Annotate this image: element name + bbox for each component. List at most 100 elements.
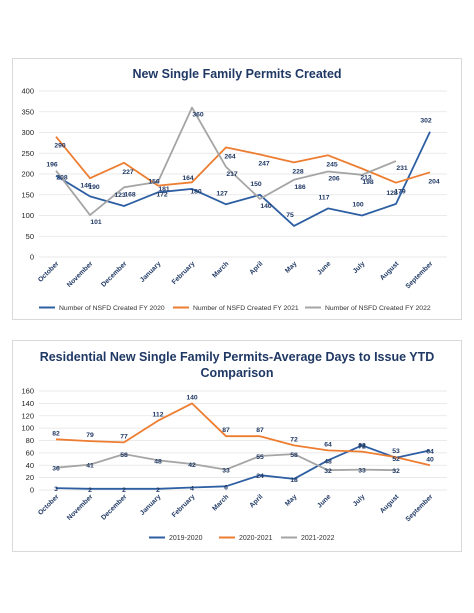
y-tick-label: 50 — [26, 232, 34, 241]
data-label: 18 — [290, 477, 298, 484]
x-tick-label: February — [171, 260, 197, 286]
x-tick-label: September — [405, 260, 435, 290]
chart-title: New Single Family Permits Created — [132, 67, 342, 81]
data-label: 112 — [153, 412, 164, 419]
data-label: 24 — [256, 473, 264, 480]
data-label: 123 — [114, 192, 126, 199]
data-label: 40 — [426, 456, 434, 463]
data-label: 77 — [120, 433, 128, 440]
y-tick-label: 0 — [30, 253, 34, 262]
data-label: 140 — [186, 394, 198, 401]
legend-label: 2020-2021 — [239, 535, 273, 542]
data-label: 186 — [294, 184, 306, 191]
data-label: 264 — [224, 153, 236, 160]
y-tick-label: 0 — [30, 486, 34, 495]
x-tick-label: April — [249, 493, 265, 509]
x-tick-label: January — [139, 493, 163, 517]
data-label: 55 — [256, 454, 264, 461]
data-label: 168 — [124, 191, 136, 198]
data-label: 190 — [88, 184, 100, 191]
data-label: 146 — [80, 182, 92, 189]
data-label: 180 — [190, 188, 202, 195]
data-label: 53 — [392, 448, 400, 455]
series-line — [55, 136, 431, 187]
x-tick-label: June — [316, 493, 332, 509]
data-label: 360 — [192, 112, 204, 119]
data-label: 156 — [148, 178, 160, 185]
data-label: 128 — [386, 190, 398, 197]
data-label: 41 — [86, 463, 94, 470]
data-label: 228 — [292, 168, 304, 175]
data-label: 2 — [156, 487, 160, 494]
data-label: 164 — [182, 175, 194, 182]
data-label: 172 — [156, 192, 168, 199]
y-tick-label: 250 — [21, 149, 34, 158]
y-tick-label: 140 — [21, 399, 34, 408]
data-label: 150 — [250, 181, 262, 188]
legend-label: 2021-2022 — [301, 535, 335, 542]
x-tick-label: February — [171, 493, 197, 519]
data-label: 36 — [52, 466, 60, 473]
x-tick-label: March — [211, 260, 230, 279]
x-tick-label: May — [284, 493, 298, 507]
y-tick-label: 300 — [21, 128, 34, 137]
data-label: 87 — [256, 427, 264, 434]
series-line — [55, 402, 431, 467]
data-label: 87 — [222, 427, 230, 434]
data-label: 52 — [392, 456, 400, 463]
y-tick-label: 40 — [26, 461, 34, 470]
x-tick-label: October — [37, 493, 61, 517]
legend-label: 2019-2020 — [169, 535, 203, 542]
data-label: 75 — [286, 212, 294, 219]
data-label: 3 — [54, 486, 58, 493]
data-label: 58 — [290, 452, 298, 459]
data-label: 62 — [358, 443, 366, 450]
data-label: 127 — [216, 190, 228, 197]
y-tick-label: 200 — [21, 170, 34, 179]
data-label: 198 — [362, 179, 374, 186]
chart-panel-permits-created: New Single Family Permits Created 0 50 100… — [12, 58, 462, 320]
data-label: 208 — [56, 175, 68, 182]
y-tick-label: 400 — [21, 87, 34, 96]
legend-label: Number of NSFD Created FY 2020 — [59, 305, 165, 312]
data-label: 33 — [358, 468, 366, 475]
data-label: 79 — [86, 432, 94, 439]
data-label: 100 — [352, 202, 364, 209]
data-label: 140 — [260, 203, 272, 210]
data-label: 2 — [122, 487, 126, 494]
legend-label: Number of NSFD Created FY 2022 — [325, 305, 431, 312]
data-label: 101 — [90, 219, 102, 226]
x-tick-label: July — [352, 493, 367, 508]
data-label: 42 — [188, 462, 196, 469]
data-label: 4 — [190, 486, 194, 493]
data-label: 72 — [358, 443, 366, 450]
data-label: 196 — [46, 162, 58, 169]
data-label: 33 — [222, 468, 230, 475]
data-label: 72 — [290, 436, 298, 443]
data-label: 179 — [394, 189, 406, 196]
data-label: 32 — [392, 468, 400, 475]
data-label: 302 — [420, 118, 432, 125]
x-tick-label: June — [316, 260, 332, 276]
x-tick-label: November — [66, 493, 95, 522]
series-line — [55, 444, 431, 490]
data-label: 217 — [226, 171, 238, 178]
chart-panel-average-days: Residential New Single Family Permits-Av… — [12, 340, 462, 552]
data-label: 6 — [224, 484, 228, 491]
series-line — [55, 131, 431, 227]
data-label: 247 — [258, 160, 270, 167]
data-label: 213 — [360, 175, 372, 182]
data-label: 231 — [396, 165, 408, 172]
chart-title: Residential New Single Family Permits-Av… — [39, 350, 435, 380]
data-label: 82 — [52, 430, 60, 437]
average-days-chart: 0 20 40 60 80 100 120 140 160 October November Dece… — [21, 387, 447, 542]
x-tick-label: August — [379, 493, 401, 515]
x-tick-label: March — [211, 493, 230, 512]
data-label: 290 — [54, 143, 66, 150]
data-label: 64 — [426, 448, 434, 455]
data-label: 58 — [120, 452, 128, 459]
x-tick-label: October — [37, 260, 61, 284]
y-tick-label: 120 — [21, 411, 34, 420]
data-label: 2 — [88, 487, 92, 494]
y-tick-label: 350 — [21, 107, 34, 116]
